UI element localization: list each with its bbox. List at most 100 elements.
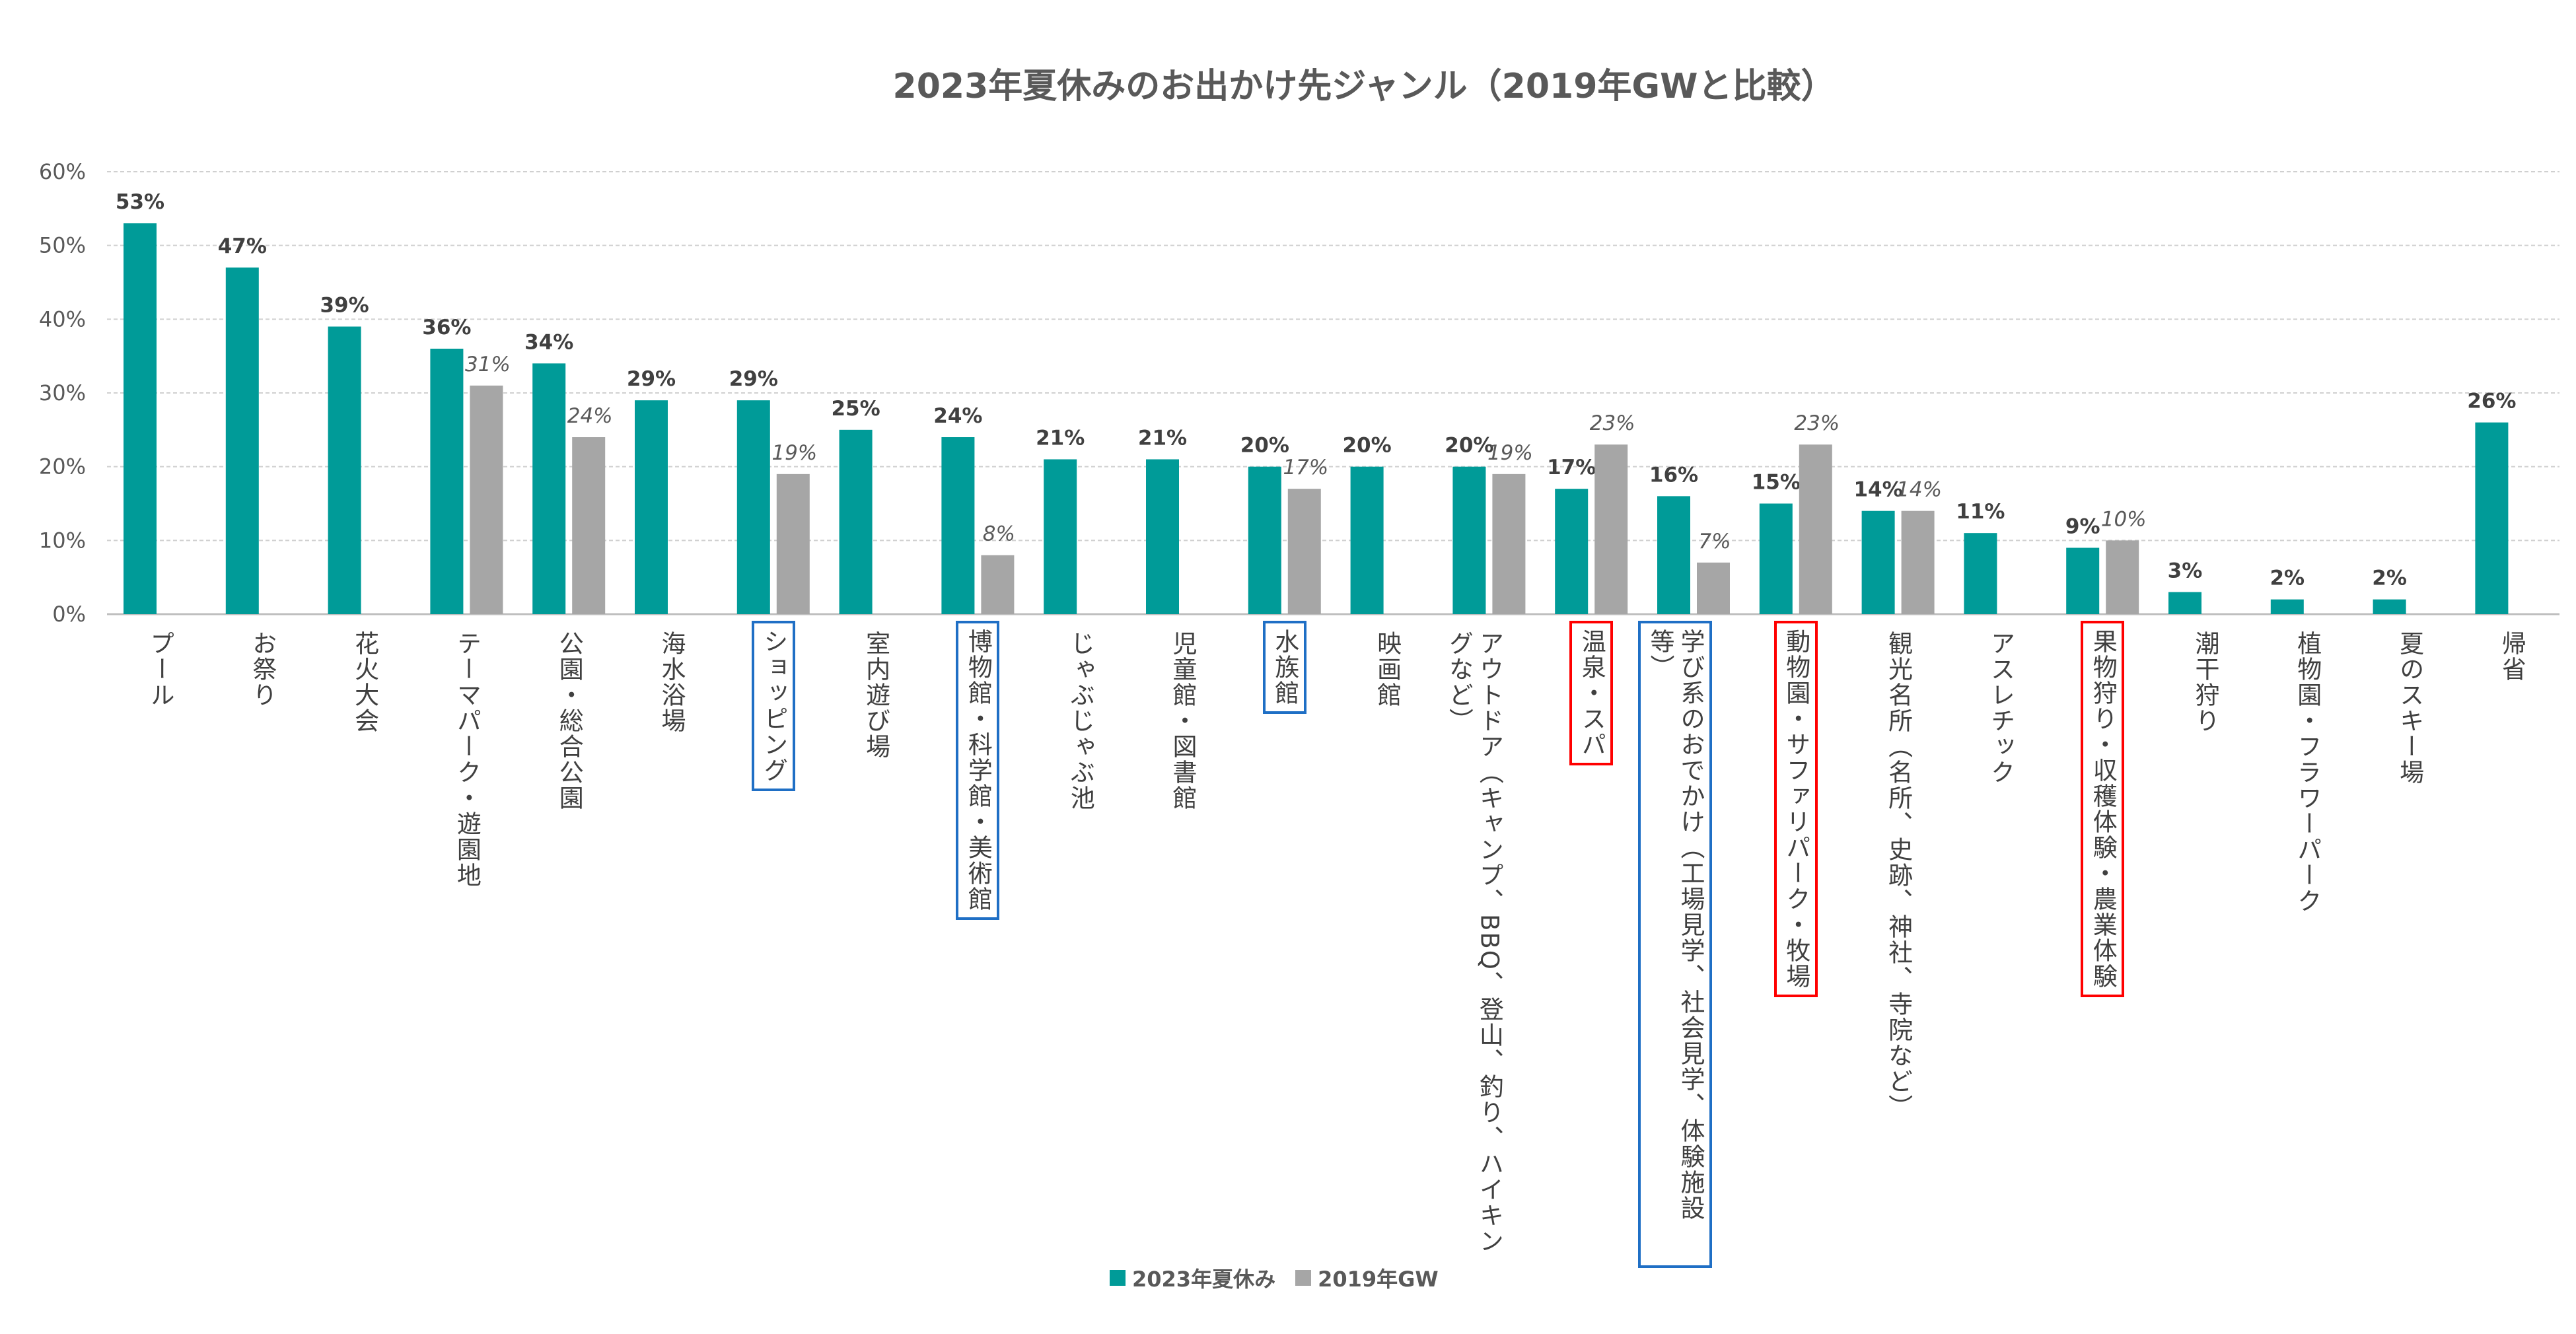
data-label-2023: 20% [1342,434,1391,458]
x-tick-label: お祭り [248,631,277,708]
bar-2023 [1146,459,1179,614]
bar-2019 [1492,474,1526,614]
x-tick-label: 観光名所（名所、史跡、神社、寺院など） [1884,631,1913,1120]
data-label-2019: 7% [1698,530,1731,553]
data-label-2019: 19% [1487,441,1533,465]
data-label-2023: 2% [2372,567,2407,590]
legend-swatch-2019 [1295,1270,1312,1286]
x-tick-label: 花火大会 [350,631,379,734]
bar-2019 [1799,444,1832,614]
x-tick-label: テーマパーク・遊園地 [452,631,482,888]
data-label-2023: 3% [2168,559,2203,583]
bar-2019 [1901,510,1935,614]
y-tick-label: 20% [39,454,86,479]
data-label-2019: 19% [771,441,817,465]
bar-2023 [2475,422,2509,614]
x-tick-label: 果物狩り・収穫体験・農業体験 [2081,621,2125,997]
x-tick-label: 動物園・サファリパーク・牧場 [1773,621,1818,997]
x-tick-label: 公園・総合公園 [555,631,584,811]
bar-2023 [2270,599,2304,614]
data-label-2023: 16% [1649,463,1698,487]
data-label-2023: 9% [2065,515,2100,539]
x-tick-label: アスレチック [1986,631,2015,785]
data-label-2023: 21% [1138,427,1187,450]
bar-2023 [1861,510,1895,614]
data-label-2019: 31% [465,353,511,376]
data-label-2019: 24% [567,404,613,428]
x-tick-label: 映画館 [1373,631,1402,708]
data-label-2023: 14% [1853,478,1902,502]
data-label-2023: 39% [320,294,369,318]
x-tick-label: 海水浴場 [657,631,686,734]
x-tick-label: 学び系のおでかけ（工場見学、社会見学、体験施設等） [1638,621,1712,1268]
bar-2023 [2168,592,2201,614]
bar-2023 [1248,466,1281,614]
bar-2023 [2066,547,2100,614]
x-tick-label: 夏のスキー場 [2395,631,2424,785]
y-tick-label: 50% [39,233,86,258]
bar-2023 [225,267,259,615]
data-label-2023: 20% [1240,434,1289,458]
bar-2023 [1759,503,1793,614]
data-label-2023: 11% [1956,500,2005,524]
data-label-2023: 15% [1752,471,1801,495]
x-tick-label: 潮干狩り [2191,631,2219,734]
data-label-2023: 17% [1547,456,1596,479]
chart-title: 2023年夏休みのお出かけ先ジャンル（2019年GWと比較） [892,67,1836,106]
bar-2023 [1044,459,1077,614]
y-tick-label: 10% [39,528,86,553]
x-tick-label: プール [146,631,174,708]
bar-2019 [981,555,1015,614]
data-label-2023: 29% [729,367,778,391]
bar-2019 [2106,540,2139,614]
y-tick-label: 30% [39,380,86,405]
bar-2019 [470,385,503,614]
bar-2019 [572,437,606,614]
x-tick-label: 温泉・スパ [1569,621,1614,765]
data-label-2019: 23% [1794,411,1840,435]
x-tick-label: 帰省 [2497,631,2526,682]
x-tick-label: アウトドア（キャンプ、BBQ、登山、釣り、ハイキングなど） [1445,631,1504,1254]
bar-2023 [1350,466,1384,614]
bar-2023 [1555,489,1589,614]
data-label-2023: 2% [2270,567,2305,590]
bar-2023 [635,400,668,614]
data-label-2019: 8% [983,522,1015,546]
bar-2023 [2373,599,2406,614]
bar-2019 [1697,562,1730,614]
legend-label-2023: 2023年夏休み [1132,1267,1276,1292]
data-label-2023: 24% [933,404,982,428]
bar-2023 [941,437,975,614]
bar-2019 [1594,444,1628,614]
bar-2023 [532,363,566,614]
legend-label-2019: 2019年GW [1318,1267,1439,1292]
bar-2019 [776,474,810,614]
y-tick-label: 40% [39,306,86,332]
data-label-2023: 36% [422,316,471,339]
x-tick-label: 植物園・フラワーパーク [2293,631,2322,914]
data-label-2019: 17% [1283,456,1328,479]
bar-2023 [328,326,361,614]
data-label-2023: 53% [116,190,164,214]
x-tick-label: 児童館・図書館 [1168,631,1197,811]
legend: 2023年夏休み 2019年GW [1090,1263,1439,1293]
bar-2023 [839,429,873,614]
data-label-2023: 25% [831,397,880,421]
data-label-2019: 14% [1896,478,1942,502]
y-tick-label: 0% [52,602,86,627]
bar-2023 [1452,466,1486,614]
bar-2019 [1287,489,1321,614]
data-label-2019: 23% [1590,411,1635,435]
bar-2023 [430,349,464,614]
data-label-2023: 47% [218,234,267,258]
x-tick-label: 博物館・科学館・美術館 [956,621,1000,920]
data-label-2023: 26% [2467,390,2516,413]
legend-swatch-2023 [1110,1270,1126,1286]
bar-2023 [124,223,157,615]
data-label-2023: 29% [627,367,676,391]
bar-2023 [1964,533,1997,614]
data-label-2019: 10% [2101,507,2147,531]
data-label-2023: 20% [1445,434,1493,458]
data-label-2023: 21% [1036,427,1085,450]
